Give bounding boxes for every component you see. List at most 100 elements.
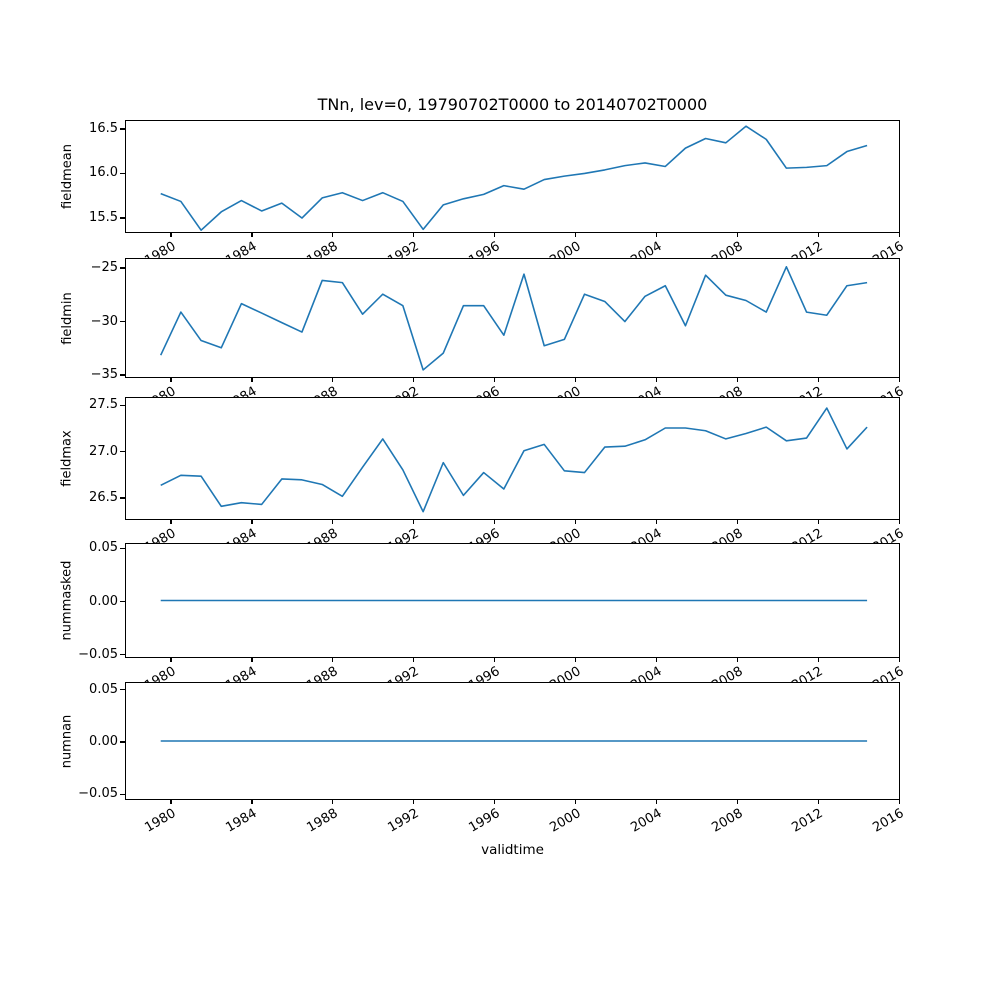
x-tick-label: 1980 bbox=[142, 806, 179, 836]
x-tick-mark bbox=[817, 657, 820, 662]
x-tick-label: 2008 bbox=[708, 806, 745, 836]
plot-area-numnan bbox=[160, 740, 868, 742]
y-tick-mark bbox=[120, 793, 125, 795]
y-tick-mark bbox=[120, 374, 125, 376]
x-tick-mark bbox=[332, 519, 334, 524]
y-tick-label: 0.05 bbox=[89, 540, 118, 556]
x-tick-label: 1984 bbox=[223, 806, 260, 836]
y-axis-title-wrap: numnan bbox=[56, 683, 78, 799]
plot-area-fieldmin bbox=[159, 265, 868, 371]
y-tick-mark bbox=[120, 600, 125, 603]
x-tick-mark bbox=[736, 657, 739, 662]
y-tick-mark bbox=[120, 689, 125, 691]
x-tick-mark bbox=[494, 799, 496, 804]
y-axis-title-numnan: numnan bbox=[59, 714, 75, 768]
y-tick-mark bbox=[120, 547, 125, 550]
x-tick-mark bbox=[736, 232, 739, 237]
plot-area-fieldmax bbox=[160, 407, 868, 513]
y-tick-mark bbox=[120, 217, 125, 219]
x-tick-mark bbox=[898, 232, 901, 237]
x-tick-mark bbox=[170, 232, 172, 237]
y-tick-mark bbox=[120, 653, 125, 656]
y-tick-mark bbox=[120, 741, 125, 743]
plot-area-fieldmean bbox=[160, 125, 868, 232]
y-axis-title-nummasked: nummasked bbox=[59, 560, 75, 641]
x-tick-mark bbox=[655, 657, 658, 662]
x-tick-mark bbox=[251, 232, 253, 237]
x-tick-mark bbox=[170, 377, 172, 382]
y-tick-label: 27.5 bbox=[89, 397, 118, 413]
x-tick-mark bbox=[655, 519, 658, 524]
x-tick-mark bbox=[413, 519, 415, 524]
y-tick-mark bbox=[120, 320, 125, 323]
x-tick-mark bbox=[170, 657, 172, 662]
y-tick-mark bbox=[120, 451, 125, 453]
x-tick-mark bbox=[413, 799, 415, 804]
x-tick-label: 1992 bbox=[385, 806, 422, 836]
chart-title: TNn, lev=0, 19790702T0000 to 20140702T00… bbox=[317, 95, 708, 114]
x-tick-mark bbox=[332, 799, 334, 804]
x-tick-mark bbox=[332, 377, 334, 382]
x-tick-mark bbox=[736, 799, 739, 804]
subplot-numnan: numnan −0.05 0.00 0.05 1980 1984 1988 1992 1996… bbox=[60, 682, 907, 836]
x-tick-mark bbox=[655, 232, 658, 237]
y-axis-title-fieldmin: fieldmin bbox=[59, 291, 75, 345]
x-tick-label: 2012 bbox=[789, 806, 826, 836]
x-tick-label: 1988 bbox=[304, 806, 341, 836]
subplot-fieldmean: fieldmean 15.5 16.0 16.5 1980 1984 1988 1992 19… bbox=[60, 120, 907, 269]
y-tick-label: 27.0 bbox=[89, 443, 118, 459]
y-tick-mark bbox=[120, 404, 125, 407]
x-tick-mark bbox=[817, 799, 820, 804]
x-tick-mark bbox=[574, 799, 577, 804]
line-series-fieldmax bbox=[160, 407, 868, 513]
x-tick-label: 2000 bbox=[546, 806, 584, 836]
x-tick-mark bbox=[574, 519, 577, 524]
x-tick-mark bbox=[574, 377, 577, 382]
y-axis-title-wrap: fieldmean bbox=[56, 121, 78, 232]
x-tick-mark bbox=[898, 519, 901, 524]
x-tick-mark bbox=[251, 377, 253, 382]
x-tick-mark bbox=[170, 519, 172, 524]
x-tick-label: 1996 bbox=[466, 806, 503, 836]
x-axis-title: validtime bbox=[481, 842, 544, 858]
x-tick-mark bbox=[251, 519, 253, 524]
x-tick-mark bbox=[898, 799, 901, 804]
x-tick-mark bbox=[817, 377, 820, 382]
line-series-fieldmin bbox=[159, 265, 868, 371]
x-tick-mark bbox=[655, 377, 658, 382]
y-tick-label: 0.05 bbox=[89, 681, 118, 697]
x-tick-mark bbox=[170, 799, 172, 804]
y-axis-title-fieldmean: fieldmean bbox=[59, 144, 75, 209]
y-tick-label: 0.00 bbox=[89, 593, 118, 609]
x-tick-mark bbox=[413, 232, 415, 237]
x-tick-mark bbox=[817, 519, 820, 524]
y-tick-label: 26.5 bbox=[89, 490, 118, 506]
x-tick-label: 2016 bbox=[870, 806, 907, 836]
x-tick-mark bbox=[898, 377, 901, 382]
plot-area-nummasked bbox=[160, 599, 868, 602]
x-tick-mark bbox=[413, 657, 415, 662]
x-tick-mark bbox=[251, 799, 253, 804]
y-tick-label: −0.05 bbox=[78, 646, 118, 662]
y-axis-title-wrap: fieldmax bbox=[56, 398, 78, 519]
line-series-fieldmean bbox=[160, 125, 868, 232]
subplot-fieldmax: fieldmax 26.5 27.0 27.5 1980 1984 1988 1992 199… bbox=[60, 397, 907, 556]
y-tick-label: −30 bbox=[90, 313, 118, 329]
x-tick-mark bbox=[332, 657, 334, 662]
y-tick-mark bbox=[120, 267, 125, 269]
y-axis-title-fieldmax: fieldmax bbox=[59, 430, 75, 487]
y-axis-title-wrap: nummasked bbox=[56, 544, 78, 657]
x-tick-mark bbox=[898, 657, 901, 662]
y-tick-mark bbox=[120, 128, 125, 130]
y-tick-label: −0.05 bbox=[78, 786, 118, 802]
subplot-nummasked: nummasked −0.05 0.00 0.05 1980 1984 1988 1992 1… bbox=[60, 541, 907, 694]
x-tick-label: 2004 bbox=[627, 806, 665, 836]
x-tick-mark bbox=[251, 657, 253, 662]
y-tick-mark bbox=[120, 172, 125, 175]
y-tick-label: 16.0 bbox=[89, 165, 118, 181]
x-tick-mark bbox=[332, 232, 334, 237]
subplot-fieldmin: fieldmin −35−30−251980198419881992199620… bbox=[60, 258, 907, 414]
x-tick-mark bbox=[494, 377, 496, 382]
x-tick-mark bbox=[574, 232, 577, 237]
